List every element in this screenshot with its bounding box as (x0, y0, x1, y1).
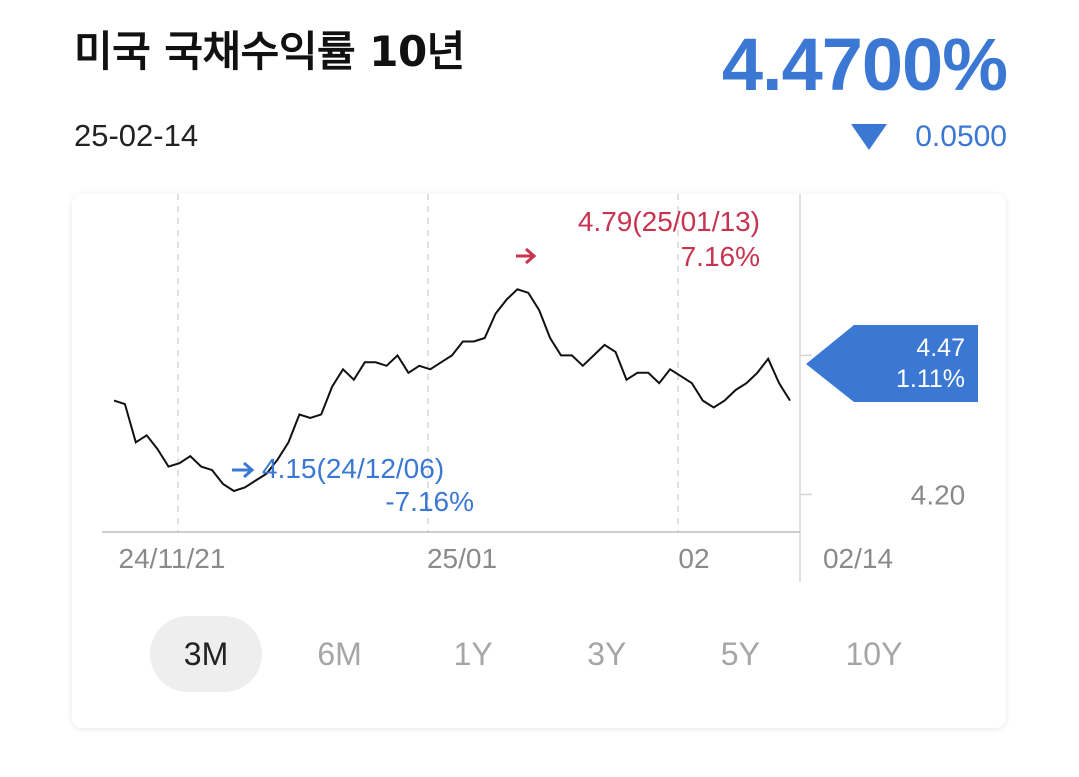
change-value: 0.0500 (915, 120, 1007, 153)
series-line (113, 288, 791, 493)
low-change: -7.16% (385, 486, 474, 517)
low-arrow-icon (232, 461, 255, 479)
x-tick-label: 24/11/21 (119, 543, 226, 574)
period-tab-3m[interactable]: 3M (150, 616, 262, 692)
low-label: 4.15(24/12/06) (262, 453, 444, 484)
current-change: 1.11% (896, 365, 965, 393)
x-tick-label: 02 (678, 543, 709, 574)
x-tick-label: 02/14 (823, 543, 893, 574)
page-title: 미국 국채수익률 10년 (74, 27, 465, 76)
quote-date: 25-02-14 (74, 118, 199, 153)
y-tick-label: 4.20 (911, 479, 966, 510)
current-price: 4.4700% (721, 23, 1008, 106)
high-label: 4.79(25/01/13) (578, 206, 760, 237)
current-value-tag (806, 325, 978, 402)
period-tab-10y[interactable]: 10Y (845, 636, 903, 672)
period-tab-1y[interactable]: 1Y (453, 636, 493, 672)
current-value: 4.47 (916, 334, 965, 362)
price-change: 0.0500 (851, 120, 1007, 154)
period-tab-3y[interactable]: 3Y (587, 636, 627, 672)
high-arrow-icon (516, 247, 537, 265)
down-triangle-icon (851, 124, 888, 150)
period-selector: 3M 6M 1Y 3Y 5Y 10Y (150, 616, 930, 692)
period-tab-6m[interactable]: 6M (317, 636, 362, 672)
period-tab-5y[interactable]: 5Y (720, 636, 760, 672)
high-change: 7.16% (681, 241, 760, 272)
x-tick-label: 25/01 (427, 543, 497, 574)
